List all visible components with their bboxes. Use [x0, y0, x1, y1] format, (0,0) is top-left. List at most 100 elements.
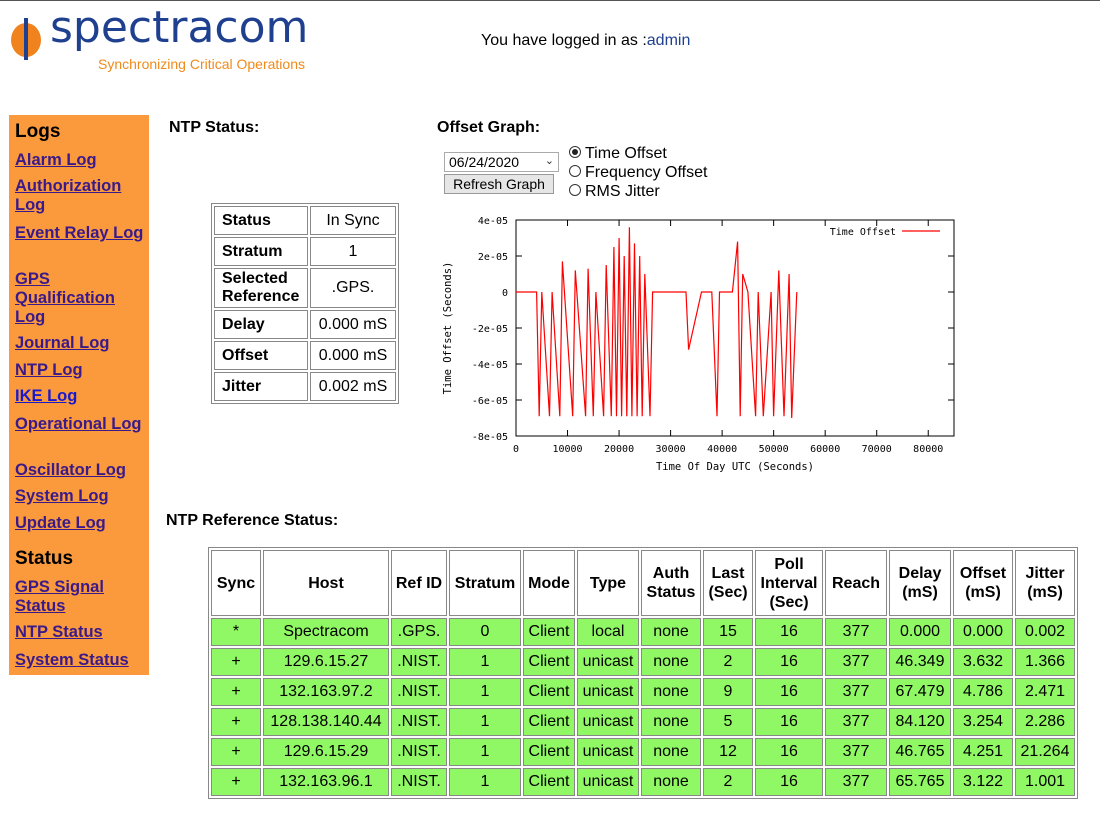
sidebar-link-authorization-log[interactable]: Authorization Log — [15, 177, 122, 214]
cell-delay: 65.765 — [889, 768, 951, 796]
cell-stratum: 0 — [449, 618, 521, 646]
sidebar-link-oscillator-log[interactable]: Oscillator Log — [15, 461, 126, 479]
cell-host: 132.163.97.2 — [263, 678, 389, 706]
plot-frame — [515, 219, 955, 437]
cell-auth-status: none — [641, 768, 701, 796]
sidebar-link-ike-log[interactable]: IKE Log — [15, 387, 78, 405]
stratum-value: 1 — [310, 237, 396, 266]
cell-reach: 377 — [825, 738, 887, 766]
table-row: +129.6.15.27 .NIST. 1 Client unicast none 2 16 3… — [211, 648, 1075, 676]
cell-reach: 377 — [825, 678, 887, 706]
offset-graph-chart: 4e-05 2e-05 0 -2e-05 -4e-05 -6e-05 -8e-05 0 1000… — [442, 216, 955, 473]
cell-stratum: 1 — [449, 648, 521, 676]
cell-type: unicast — [577, 708, 639, 736]
cell-poll-interval: 16 — [755, 648, 823, 676]
sidebar-link-journal-log[interactable]: Journal Log — [15, 334, 110, 352]
cell-host: 129.6.15.29 — [263, 738, 389, 766]
cell-stratum: 1 — [449, 768, 521, 796]
sidebar-link-gps-signal-status[interactable]: GPS Signal Status — [15, 578, 104, 615]
sidebar-link-ntp-status[interactable]: NTP Status — [15, 623, 103, 641]
cell-offset: 4.786 — [953, 678, 1013, 706]
cell-ref-id: .NIST. — [391, 768, 447, 796]
sidebar-link-update-log[interactable]: Update Log — [15, 514, 106, 532]
login-info: You have logged in as :admin — [481, 32, 690, 50]
ntp-reference-table-body: * Spectracom .GPS. 0 Client local none 15 16 377 0… — [211, 618, 1075, 796]
sidebar-link-system-status[interactable]: System Status — [15, 651, 129, 669]
login-user: admin — [646, 32, 691, 49]
y-tick-label: 2e-05 — [478, 252, 508, 263]
cell-stratum: 1 — [449, 678, 521, 706]
cell-last: 15 — [703, 618, 753, 646]
status-value: In Sync — [310, 206, 396, 235]
x-axis-label: Time Of Day UTC (Seconds) — [656, 461, 814, 473]
table-row: +129.6.15.29 .NIST. 1 Client unicast none 12 16… — [211, 738, 1075, 766]
cell-jitter: 1.001 — [1015, 768, 1075, 796]
radio-frequency-offset[interactable]: Frequency Offset — [569, 164, 707, 182]
offset-graph-title: Offset Graph: — [437, 119, 541, 136]
radio-time-offset[interactable]: Time Offset — [569, 145, 667, 163]
series-line-time-offset — [516, 227, 798, 419]
cell-delay: 84.120 — [889, 708, 951, 736]
cell-offset: 3.122 — [953, 768, 1013, 796]
cell-last: 9 — [703, 678, 753, 706]
radio-selected-icon — [569, 146, 581, 158]
x-tick-label: 0 — [513, 444, 519, 455]
ntp-reference-status-title: NTP Reference Status: — [166, 512, 339, 529]
radio-rms-jitter[interactable]: RMS Jitter — [569, 183, 660, 201]
logo-mark-icon — [11, 18, 41, 60]
sidebar-link-system-log[interactable]: System Log — [15, 487, 109, 505]
brand-tagline: Synchronizing Critical Operations — [98, 56, 305, 72]
cell-poll-interval: 16 — [755, 768, 823, 796]
x-tick-label: 70000 — [862, 444, 892, 455]
cell-auth-status: none — [641, 618, 701, 646]
graph-date-select[interactable]: 06/24/2020 ⌄ — [444, 152, 559, 172]
sidebar: Logs Alarm Log Authorization Log Event R… — [9, 115, 149, 675]
cell-last: 12 — [703, 738, 753, 766]
spectracom-logo: spectracom Synchronizing Critical Operat… — [8, 2, 318, 78]
refresh-graph-button[interactable]: Refresh Graph — [444, 174, 554, 194]
sidebar-link-event-relay-log[interactable]: Event Relay Log — [15, 224, 144, 242]
y-tick-label: -8e-05 — [472, 432, 508, 443]
y-axis-label: Time Offset (Seconds) — [442, 262, 454, 395]
sidebar-link-ntp-log[interactable]: NTP Log — [15, 361, 83, 379]
cell-ref-id: .NIST. — [391, 738, 447, 766]
col-header-host: Host — [263, 550, 389, 616]
col-header-stratum: Stratum — [449, 550, 521, 616]
cell-last: 2 — [703, 648, 753, 676]
sidebar-link-operational-log[interactable]: Operational Log — [15, 415, 142, 433]
col-header-sync: Sync — [211, 550, 261, 616]
sidebar-link-gps-qualification-log[interactable]: GPS Qualification Log — [15, 270, 115, 326]
cell-jitter: 2.286 — [1015, 708, 1075, 736]
offset-value: 0.000 mS — [310, 341, 396, 370]
legend-label: Time Offset — [830, 227, 896, 238]
x-tick-label: 30000 — [656, 444, 686, 455]
graph-date-value: 06/24/2020 — [449, 154, 520, 170]
radio-unselected-icon — [569, 184, 581, 196]
cell-poll-interval: 16 — [755, 708, 823, 736]
x-tick-label: 10000 — [552, 444, 582, 455]
x-tick-label: 20000 — [604, 444, 634, 455]
table-row: +132.163.96.1 .NIST. 1 Client unicast none 2 16… — [211, 768, 1075, 796]
cell-delay: 46.765 — [889, 738, 951, 766]
y-tick-label: -6e-05 — [472, 396, 508, 407]
radio-time-offset-label: Time Offset — [585, 145, 667, 162]
jitter-value: 0.002 mS — [310, 372, 396, 401]
login-prefix: You have logged in as : — [481, 32, 647, 49]
table-header-row: Sync Host Ref ID Stratum Mode Type Auth … — [211, 550, 1075, 616]
cell-mode: Client — [523, 678, 575, 706]
y-tick-label: 4e-05 — [478, 216, 508, 227]
ntp-status-title: NTP Status: — [169, 119, 260, 136]
col-header-mode: Mode — [523, 550, 575, 616]
cell-type: local — [577, 618, 639, 646]
cell-sync: + — [211, 678, 261, 706]
x-tick-label: 60000 — [810, 444, 840, 455]
col-header-reach: Reach — [825, 550, 887, 616]
cell-type: unicast — [577, 648, 639, 676]
col-header-offset: Offset (mS) — [953, 550, 1013, 616]
brand-name: spectracom — [50, 2, 309, 53]
cell-host: 128.138.140.44 — [263, 708, 389, 736]
sidebar-link-alarm-log[interactable]: Alarm Log — [15, 151, 97, 169]
cell-type: unicast — [577, 768, 639, 796]
cell-mode: Client — [523, 618, 575, 646]
cell-ref-id: .NIST. — [391, 678, 447, 706]
